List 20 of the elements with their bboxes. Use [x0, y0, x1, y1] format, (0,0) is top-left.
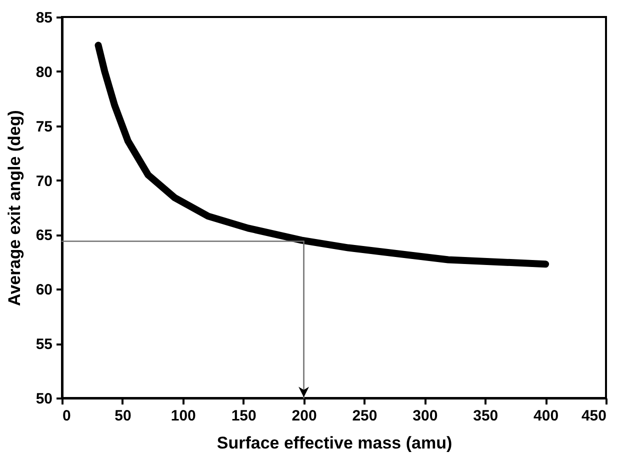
y-tick-label: 55	[36, 336, 52, 354]
x-tick-label: 0	[62, 408, 71, 424]
x-tick-label: 200	[292, 408, 317, 424]
x-tick-label: 150	[231, 408, 256, 424]
y-tick-label: 50	[36, 390, 52, 408]
y-tick-label: 80	[36, 64, 52, 81]
x-axis-title: Surface effective mass (amu)	[216, 434, 452, 452]
y-tick-label: 70	[36, 172, 52, 190]
x-tick-label: 50	[114, 408, 132, 424]
x-tick-label: 250	[352, 408, 378, 424]
x-tick-label: 400	[534, 408, 559, 424]
y-axis-title: Average exit angle (deg)	[4, 110, 24, 306]
x-tick-label: 350	[473, 408, 498, 424]
y-tick-label: 85	[36, 10, 52, 26]
y-tick-label: 60	[36, 282, 52, 299]
y-tick-label: 75	[36, 118, 52, 136]
x-tick-label: 450	[581, 408, 606, 424]
x-tick-label: 300	[412, 408, 438, 424]
x-tick-label: 100	[170, 408, 196, 424]
y-tick-label: 65	[36, 227, 52, 244]
